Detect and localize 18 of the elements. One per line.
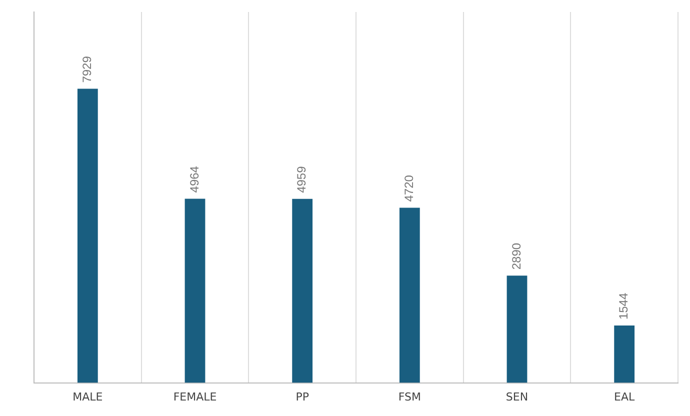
x-tick-label: EAL xyxy=(614,390,636,404)
bar xyxy=(399,208,420,383)
x-tick-label: FEMALE xyxy=(173,390,217,404)
data-label: 4959 xyxy=(294,166,309,193)
x-tick-label: PP xyxy=(296,390,310,404)
data-label: 4964 xyxy=(187,166,202,193)
bar xyxy=(292,198,313,383)
bar xyxy=(77,88,98,383)
data-label: 7929 xyxy=(80,56,94,83)
bar xyxy=(184,198,206,383)
bar xyxy=(614,326,635,383)
data-label: 4720 xyxy=(402,174,416,202)
data-label: 1544 xyxy=(616,292,631,320)
x-tick-label: FSM xyxy=(398,390,421,404)
x-tick-label: MALE xyxy=(72,390,103,404)
data-label: 2890 xyxy=(509,242,524,270)
x-tick-label: SEN xyxy=(506,390,528,404)
bar xyxy=(506,276,528,383)
